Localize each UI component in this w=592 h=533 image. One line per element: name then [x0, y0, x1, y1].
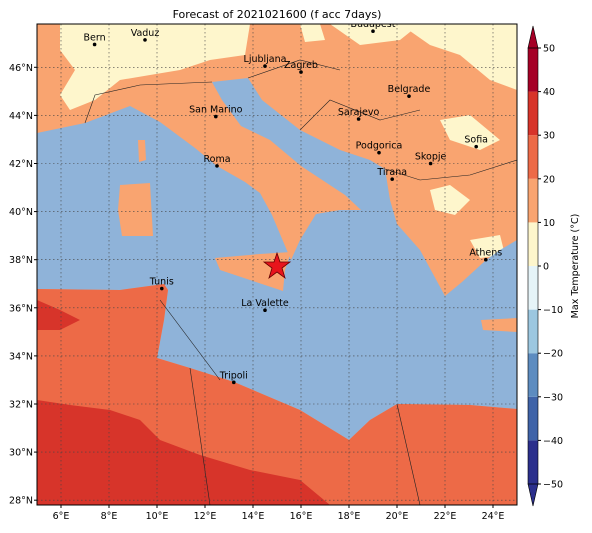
x-tick-label: 12°E	[194, 511, 217, 522]
city-label: Tunis	[149, 277, 174, 288]
city-label: Belgrade	[388, 84, 431, 95]
city-dot	[263, 308, 267, 312]
city-dot	[377, 150, 381, 155]
city-label: Sofia	[464, 135, 488, 146]
y-tick-label: 38°N	[9, 255, 33, 266]
colorbar-band	[528, 48, 538, 92]
x-tick-label: 14°E	[242, 511, 265, 522]
city-label: Podgorica	[356, 141, 403, 152]
colorbar-tick-label: −30	[543, 392, 563, 403]
colorbar-band	[528, 266, 538, 310]
graticule	[37, 24, 517, 505]
colorbar-tick-label: −40	[543, 436, 563, 447]
y-tick-label: 46°N	[9, 63, 33, 74]
colorbar-band	[528, 353, 538, 397]
axes: 6°E 8°E 10°E 12°E 14°E 16°E 18°E 20°E 22°E 24°E 28…	[9, 63, 504, 522]
city-label: La Valette	[241, 298, 289, 309]
colorbar-band	[528, 396, 538, 441]
city-dot	[92, 42, 97, 47]
y-tick-label: 40°N	[9, 207, 33, 218]
y-tick-label: 44°N	[9, 111, 33, 122]
city-dot	[214, 114, 218, 119]
y-tick-label: 30°N	[9, 448, 33, 459]
colorbar-band	[528, 440, 538, 484]
city-label: Zagreb	[284, 60, 318, 71]
city-label: Tirana	[376, 167, 407, 178]
colorbar-tick-label: 20	[543, 174, 555, 185]
city-dot	[215, 164, 219, 168]
city-dot	[299, 70, 303, 74]
city-dot	[356, 117, 361, 121]
x-tick-label: 6°E	[53, 511, 70, 522]
colorbar-band	[528, 309, 538, 354]
y-tick-label: 34°N	[9, 351, 33, 362]
city-label: San Marino	[189, 105, 242, 116]
x-tick-label: 24°E	[482, 511, 505, 522]
city-dot	[474, 144, 479, 149]
city-dot	[143, 38, 147, 42]
y-tick-label: 36°N	[9, 303, 33, 314]
city-dot	[160, 286, 164, 291]
city-label: Bern	[84, 32, 106, 43]
colorbar-tick-label: 30	[543, 131, 555, 142]
city-dot	[371, 29, 375, 34]
city-label: Vaduz	[131, 28, 160, 39]
hot-land	[37, 300, 330, 505]
x-tick-label: 18°E	[338, 511, 361, 522]
city-dot	[390, 177, 395, 181]
city-label: Tripoli	[219, 370, 248, 381]
city-label: Athens	[469, 248, 502, 259]
city-dot	[232, 380, 236, 385]
borders	[84, 59, 517, 505]
y-tick-label: 28°N	[9, 496, 33, 507]
colorbar-extend-bottom	[527, 483, 539, 507]
colorbar-tick-label: −10	[543, 305, 563, 316]
colorbar-tick-label: 40	[543, 87, 555, 98]
colorbar-band	[528, 91, 538, 136]
x-tick-label: 10°E	[146, 511, 169, 522]
colorbar: −50 −40 −30 −20 −10 0 10 20 30 40 50	[527, 25, 563, 507]
city-label: Ljubljana	[244, 54, 287, 65]
city-dot	[263, 64, 267, 68]
title: Forecast of 2021021600 (f acc 7days)	[173, 8, 382, 21]
colorbar-band	[528, 178, 538, 223]
city-dot	[484, 257, 488, 262]
colorbar-label: Max Temperature (°C)	[570, 214, 581, 319]
colorbar-tick-label: 0	[543, 262, 549, 273]
city-label: Sarajevo	[338, 107, 380, 118]
cool-land	[60, 24, 517, 258]
colorbar-band	[528, 135, 538, 179]
city-label: Roma	[203, 154, 230, 165]
y-tick-label: 42°N	[9, 159, 33, 170]
city-label: Skopje	[415, 151, 447, 162]
x-tick-label: 22°E	[434, 511, 457, 522]
colorbar-tick-label: −20	[543, 349, 563, 360]
colorbar-tick-label: 10	[543, 218, 555, 229]
city-dot	[407, 94, 411, 98]
map-frame	[36, 23, 518, 506]
event-star	[262, 251, 292, 280]
colorbar-extend-top	[527, 25, 539, 49]
city-label: Budapest	[351, 19, 396, 30]
x-tick-label: 16°E	[290, 511, 313, 522]
colorbar-tick-label: 50	[543, 44, 555, 55]
colorbar-band	[528, 222, 538, 266]
x-tick-label: 20°E	[386, 511, 409, 522]
x-tick-label: 8°E	[101, 511, 118, 522]
y-tick-label: 32°N	[9, 399, 33, 410]
city-dot	[428, 161, 433, 166]
colorbar-tick-label: −50	[543, 480, 563, 491]
